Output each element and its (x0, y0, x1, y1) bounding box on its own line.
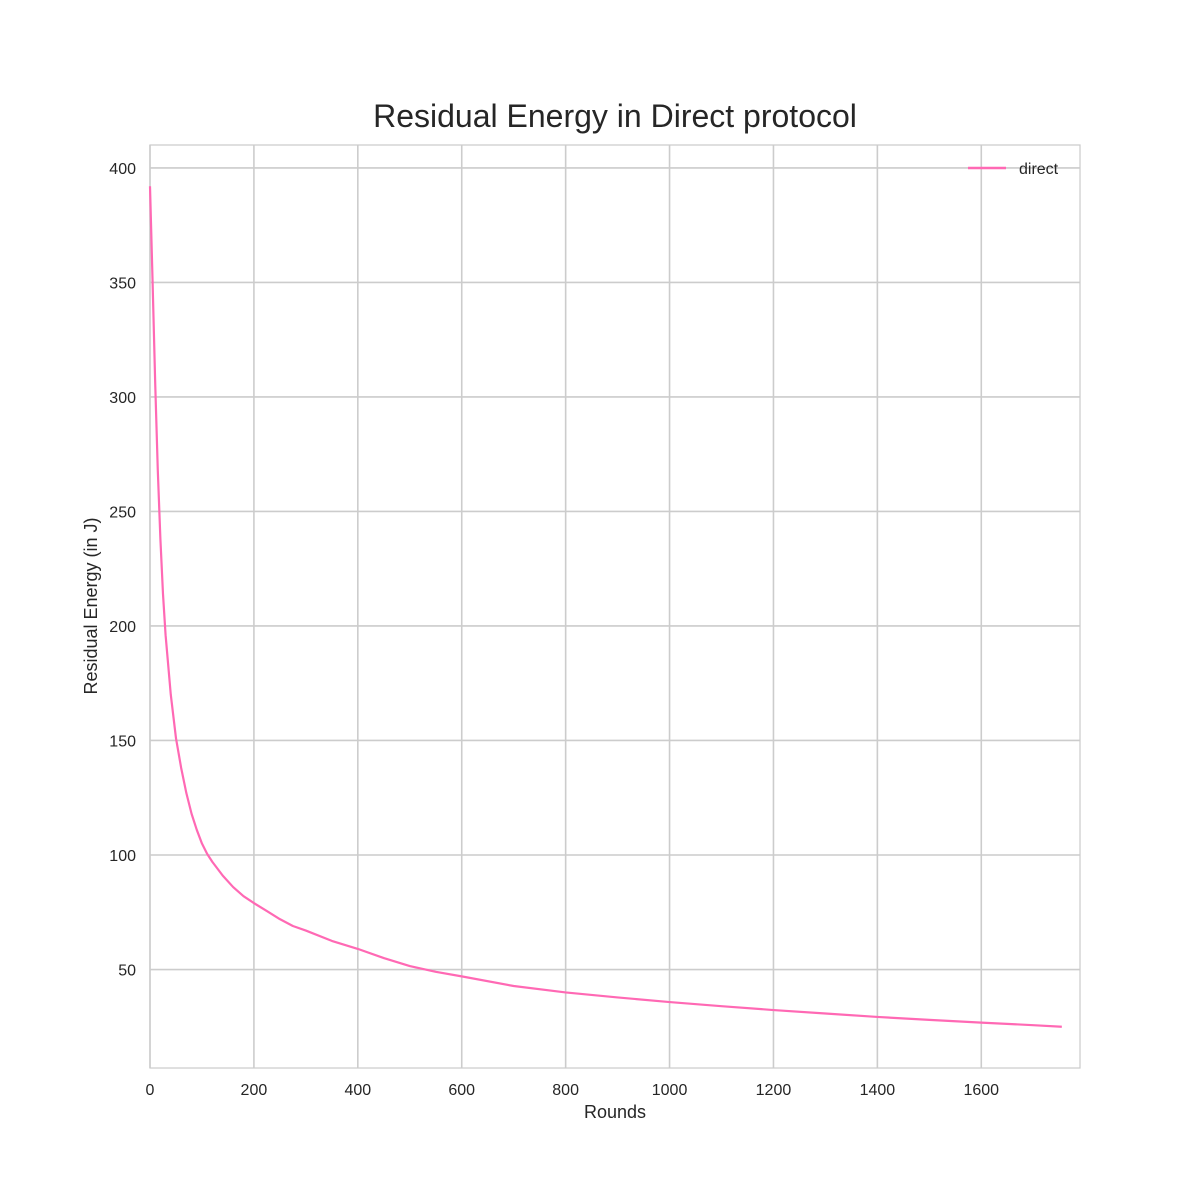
y-tick-label: 400 (109, 161, 136, 178)
x-axis-ticks: 0 200 400 600 800 1000 1200 1400 1600 (146, 1082, 1000, 1099)
x-tick-label: 1400 (860, 1082, 896, 1099)
x-tick-label: 1000 (652, 1082, 688, 1099)
x-tick-label: 400 (344, 1082, 371, 1099)
chart-title: Residual Energy in Direct protocol (373, 98, 857, 134)
series-line-direct (148, 186, 1062, 1028)
plot-frame (149, 144, 1081, 1069)
legend-label: direct (1019, 161, 1059, 178)
y-tick-label: 100 (109, 848, 136, 865)
series-layer (148, 186, 1062, 1028)
legend: direct (968, 161, 1059, 178)
grid-lines (149, 145, 1080, 1068)
x-axis-label: Rounds (584, 1102, 646, 1122)
y-tick-label: 300 (109, 390, 136, 407)
y-tick-label: 350 (109, 275, 136, 292)
x-tick-label: 1200 (756, 1082, 792, 1099)
y-tick-label: 200 (109, 619, 136, 636)
x-tick-label: 0 (146, 1082, 155, 1099)
x-tick-label: 200 (241, 1082, 268, 1099)
y-tick-label: 150 (109, 733, 136, 750)
y-axis-ticks: 50 100 150 200 250 300 350 400 (109, 161, 136, 980)
y-tick-label: 250 (109, 504, 136, 521)
y-axis-label: Residual Energy (in J) (81, 517, 101, 694)
x-tick-label: 600 (448, 1082, 475, 1099)
x-tick-label: 800 (552, 1082, 579, 1099)
x-tick-label: 1600 (963, 1082, 999, 1099)
y-tick-label: 50 (118, 963, 136, 980)
